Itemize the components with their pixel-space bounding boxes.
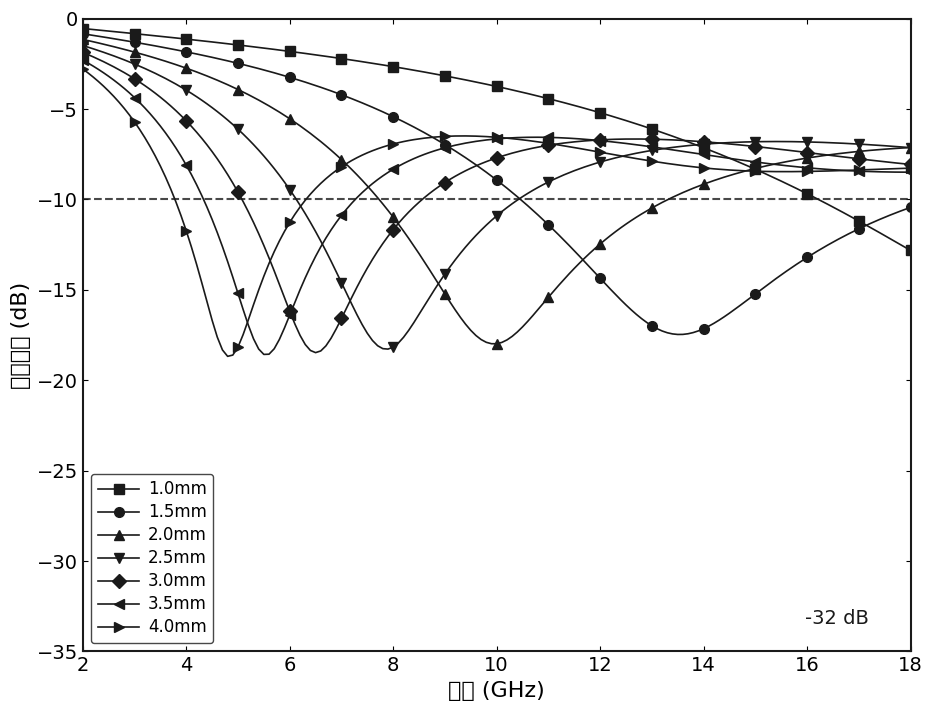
2.5mm: [304, 218, 316, 226]
1.5mm: [382, 110, 393, 118]
2.5mm: [351, 310, 362, 319]
X-axis label: 频率 (GHz): 频率 (GHz): [448, 681, 545, 701]
3.5mm: [388, 165, 399, 174]
1.0mm: [807, 192, 818, 201]
3.5mm: [905, 168, 916, 177]
4.0mm: [310, 184, 321, 193]
3.5mm: [771, 160, 782, 169]
3.5mm: [869, 167, 880, 176]
1.5mm: [304, 80, 316, 88]
1.0mm: [905, 246, 916, 255]
Text: -32 dB: -32 dB: [805, 609, 870, 629]
Line: 4.0mm: 4.0mm: [78, 64, 915, 361]
2.0mm: [771, 159, 782, 168]
2.5mm: [771, 137, 782, 146]
3.0mm: [310, 348, 321, 357]
4.0mm: [771, 167, 782, 176]
2.5mm: [905, 143, 916, 152]
3.0mm: [812, 150, 823, 158]
1.0mm: [304, 50, 316, 58]
2.0mm: [78, 35, 89, 43]
4.0mm: [869, 165, 880, 174]
3.0mm: [304, 346, 316, 355]
3.5mm: [78, 56, 89, 64]
3.0mm: [869, 157, 880, 165]
4.0mm: [357, 151, 368, 159]
2.0mm: [304, 129, 316, 137]
4.0mm: [222, 352, 234, 360]
1.0mm: [78, 24, 89, 33]
2.5mm: [869, 141, 880, 150]
4.0mm: [905, 164, 916, 172]
3.0mm: [388, 226, 399, 234]
2.0mm: [905, 143, 916, 152]
2.0mm: [812, 152, 823, 161]
2.5mm: [382, 345, 393, 353]
1.5mm: [78, 29, 89, 38]
Line: 2.0mm: 2.0mm: [78, 34, 915, 349]
2.5mm: [388, 343, 399, 352]
Line: 1.0mm: 1.0mm: [78, 23, 915, 256]
2.0mm: [869, 146, 880, 155]
3.0mm: [78, 48, 89, 57]
1.5mm: [905, 203, 916, 211]
4.0mm: [78, 65, 89, 73]
3.5mm: [812, 164, 823, 173]
1.0mm: [351, 56, 362, 65]
Y-axis label: 反射损耗 (dB): 反射损耗 (dB): [11, 281, 31, 389]
1.5mm: [771, 274, 782, 283]
Line: 1.5mm: 1.5mm: [78, 29, 915, 340]
1.0mm: [765, 172, 776, 181]
2.5mm: [812, 138, 823, 147]
1.0mm: [382, 61, 393, 70]
3.0mm: [771, 145, 782, 153]
3.5mm: [357, 189, 368, 197]
2.0mm: [491, 340, 502, 348]
1.5mm: [869, 217, 880, 226]
4.0mm: [812, 167, 823, 176]
3.0mm: [357, 273, 368, 282]
2.0mm: [382, 206, 393, 215]
1.5mm: [351, 97, 362, 105]
3.5mm: [310, 252, 321, 261]
Line: 3.0mm: 3.0mm: [78, 48, 915, 357]
1.5mm: [812, 247, 823, 256]
2.0mm: [351, 171, 362, 179]
1.5mm: [672, 330, 684, 339]
4.0mm: [388, 140, 399, 148]
3.0mm: [905, 160, 916, 169]
3.5mm: [258, 350, 269, 359]
Legend: 1.0mm, 1.5mm, 2.0mm, 2.5mm, 3.0mm, 3.5mm, 4.0mm: 1.0mm, 1.5mm, 2.0mm, 2.5mm, 3.0mm, 3.5mm…: [92, 473, 213, 643]
Line: 2.5mm: 2.5mm: [78, 41, 915, 354]
Line: 3.5mm: 3.5mm: [78, 56, 915, 360]
1.0mm: [864, 222, 875, 231]
2.5mm: [78, 41, 89, 50]
